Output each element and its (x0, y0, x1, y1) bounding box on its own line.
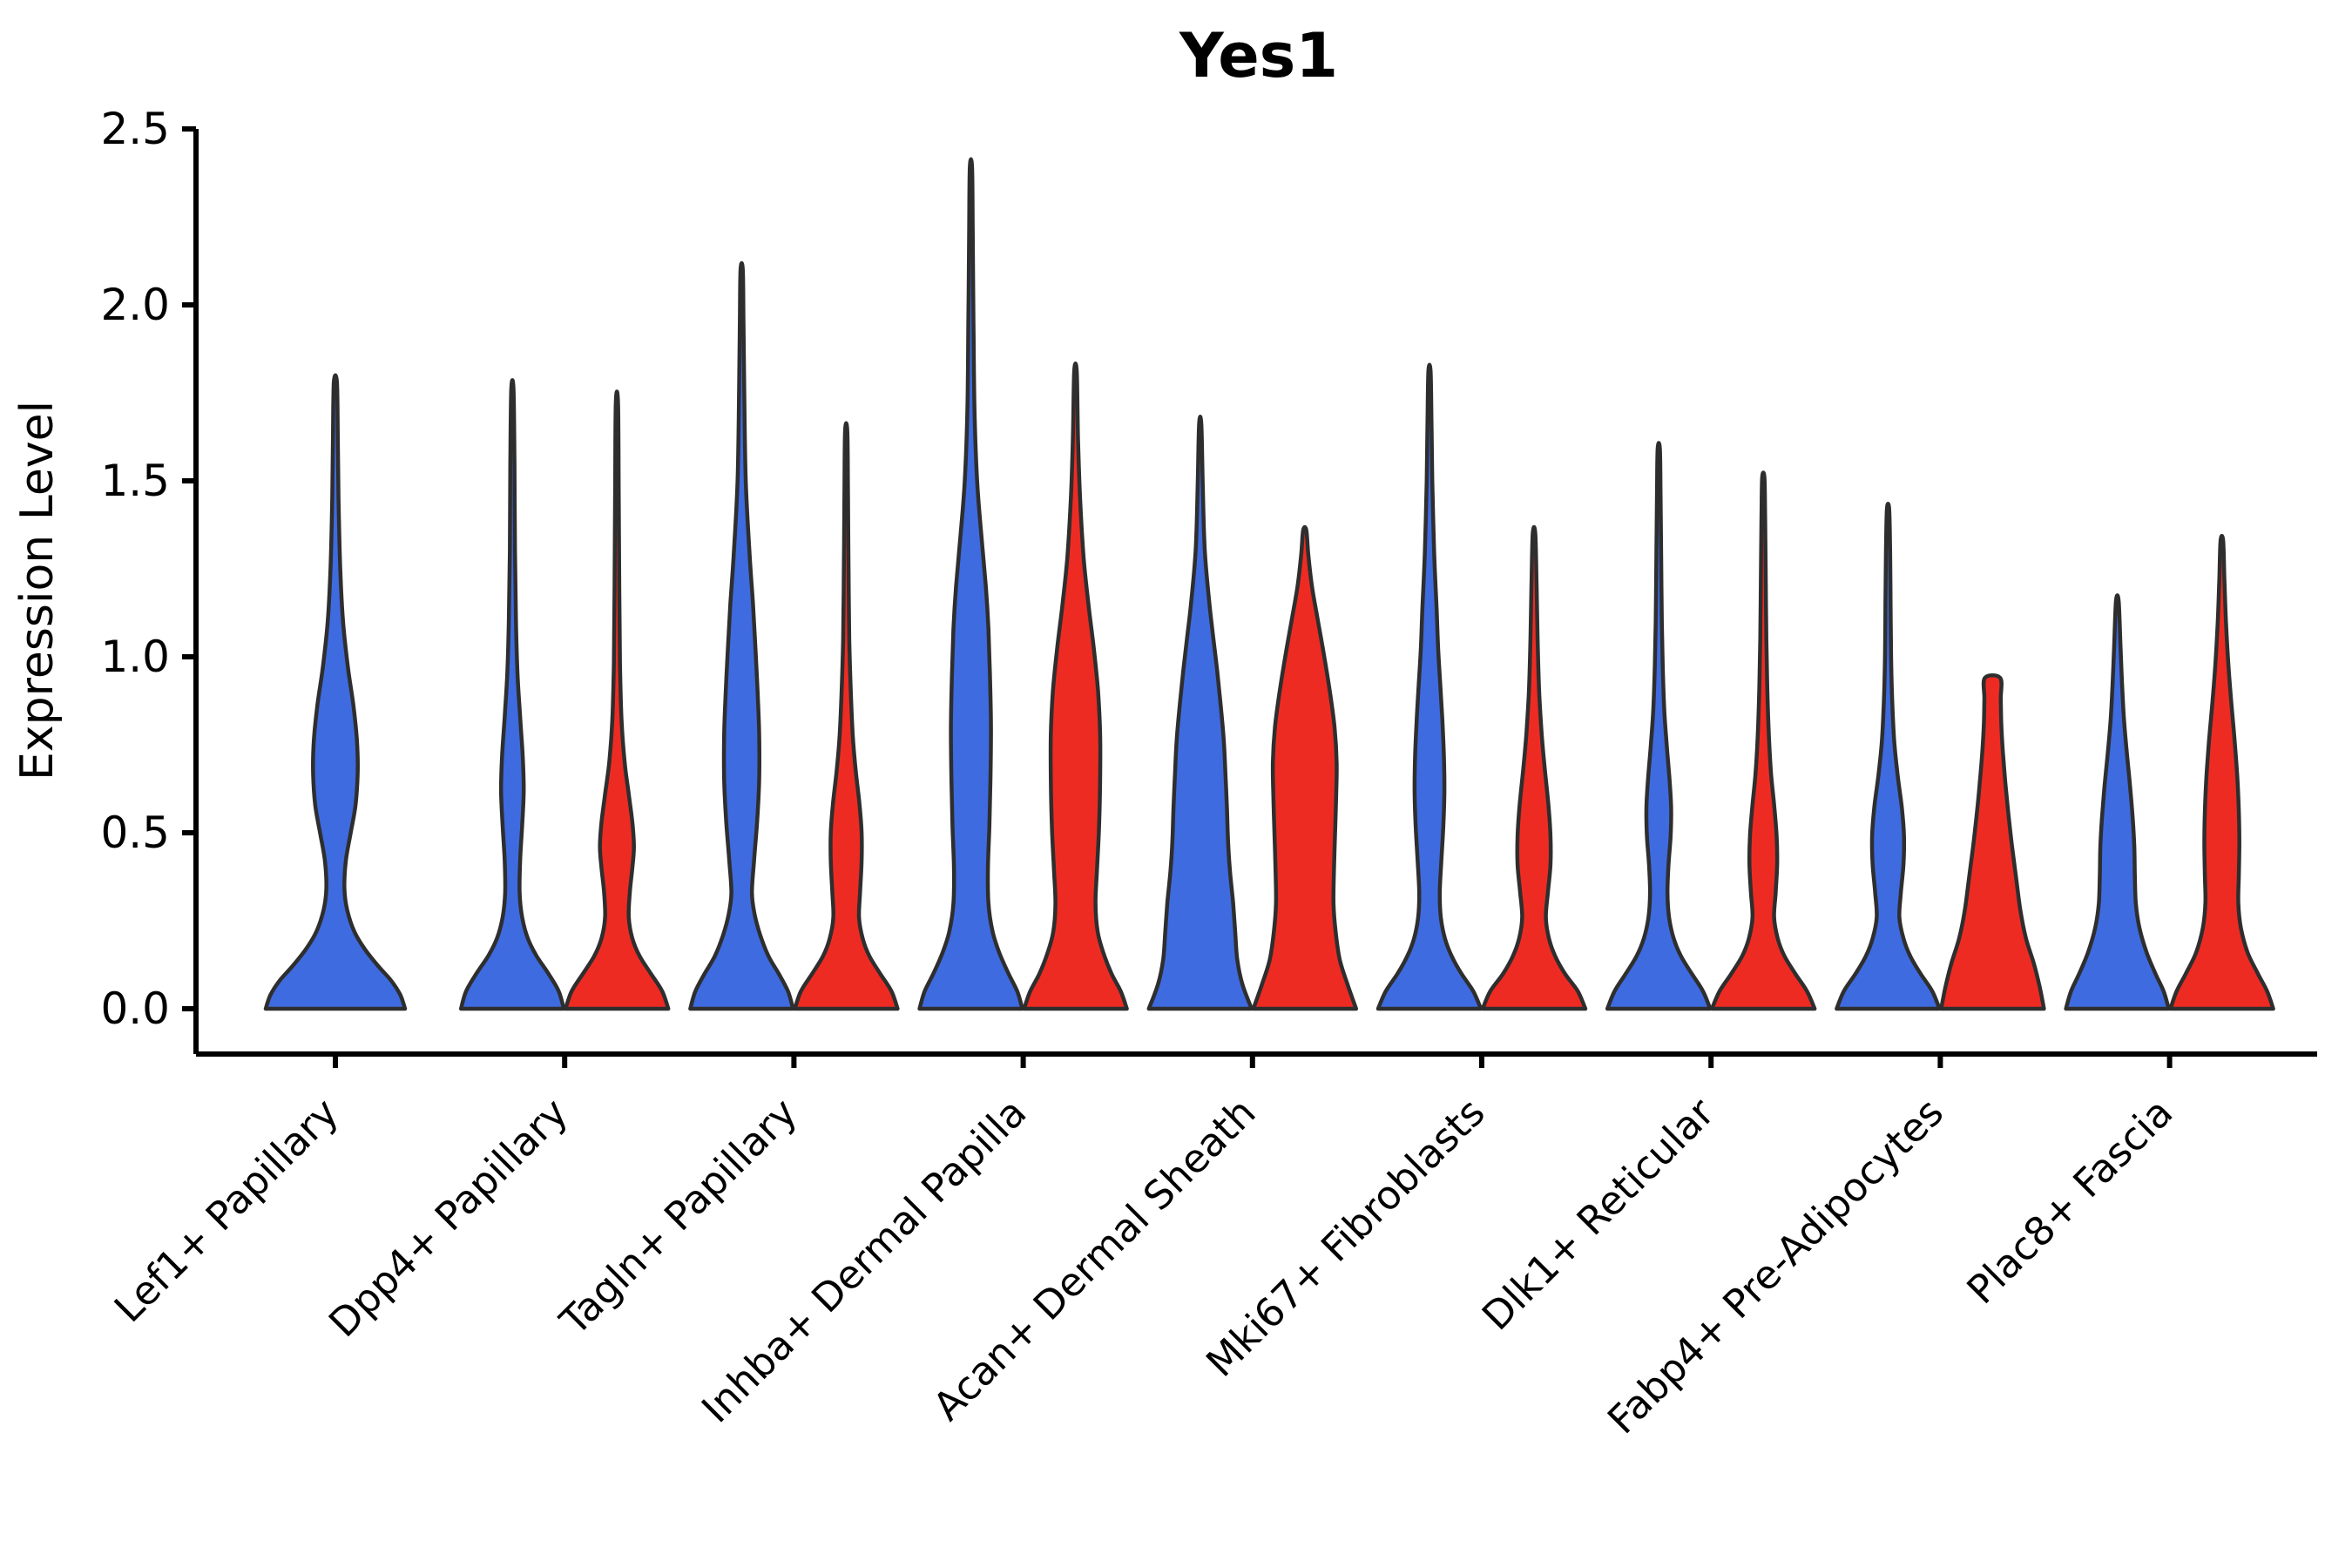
violin-fabp4-pre-adipocytes-blue (1835, 501, 1942, 1011)
violin-fabp4-pre-adipocytes-red (1939, 672, 2046, 1011)
y-tick-label: 2.0 (100, 280, 170, 330)
violin-acan-dermal-sheath-red (1251, 524, 1359, 1011)
y-tick-label: 0.5 (100, 808, 170, 858)
y-tick-label: 0.0 (100, 983, 170, 1034)
violin-plac8-fascia-red (2168, 533, 2275, 1011)
violin-mki67-fibroblasts-blue (1375, 362, 1484, 1011)
violin-dpp4-papillary-red (563, 389, 671, 1011)
violin-acan-dermal-sheath-blue (1146, 415, 1254, 1011)
violin-layer (263, 157, 2275, 1011)
violin-dlk1-reticular-blue (1605, 441, 1713, 1011)
violin-inhba-dermal-papilla-blue (917, 157, 1024, 1011)
y-tick-label: 1.5 (100, 456, 170, 506)
violin-plac8-fascia-blue (2064, 593, 2171, 1011)
violin-mki67-fibroblasts-red (1480, 524, 1588, 1011)
y-tick-label: 1.0 (100, 632, 170, 682)
violin-tagln-papillary-red (793, 421, 900, 1011)
violin-dlk1-reticular-red (1709, 470, 1817, 1011)
chart-title: Yes1 (1179, 20, 1338, 91)
axes-layer (182, 126, 2317, 1068)
violin-tagln-papillary-blue (688, 260, 795, 1011)
y-tick-label: 2.5 (100, 104, 170, 154)
violin-inhba-dermal-papilla-red (1022, 361, 1129, 1011)
y-axis-label: Expression Level (11, 401, 64, 781)
violin-lef1-papillary-blue (263, 373, 408, 1011)
violin-dpp4-papillary-blue (458, 378, 566, 1011)
